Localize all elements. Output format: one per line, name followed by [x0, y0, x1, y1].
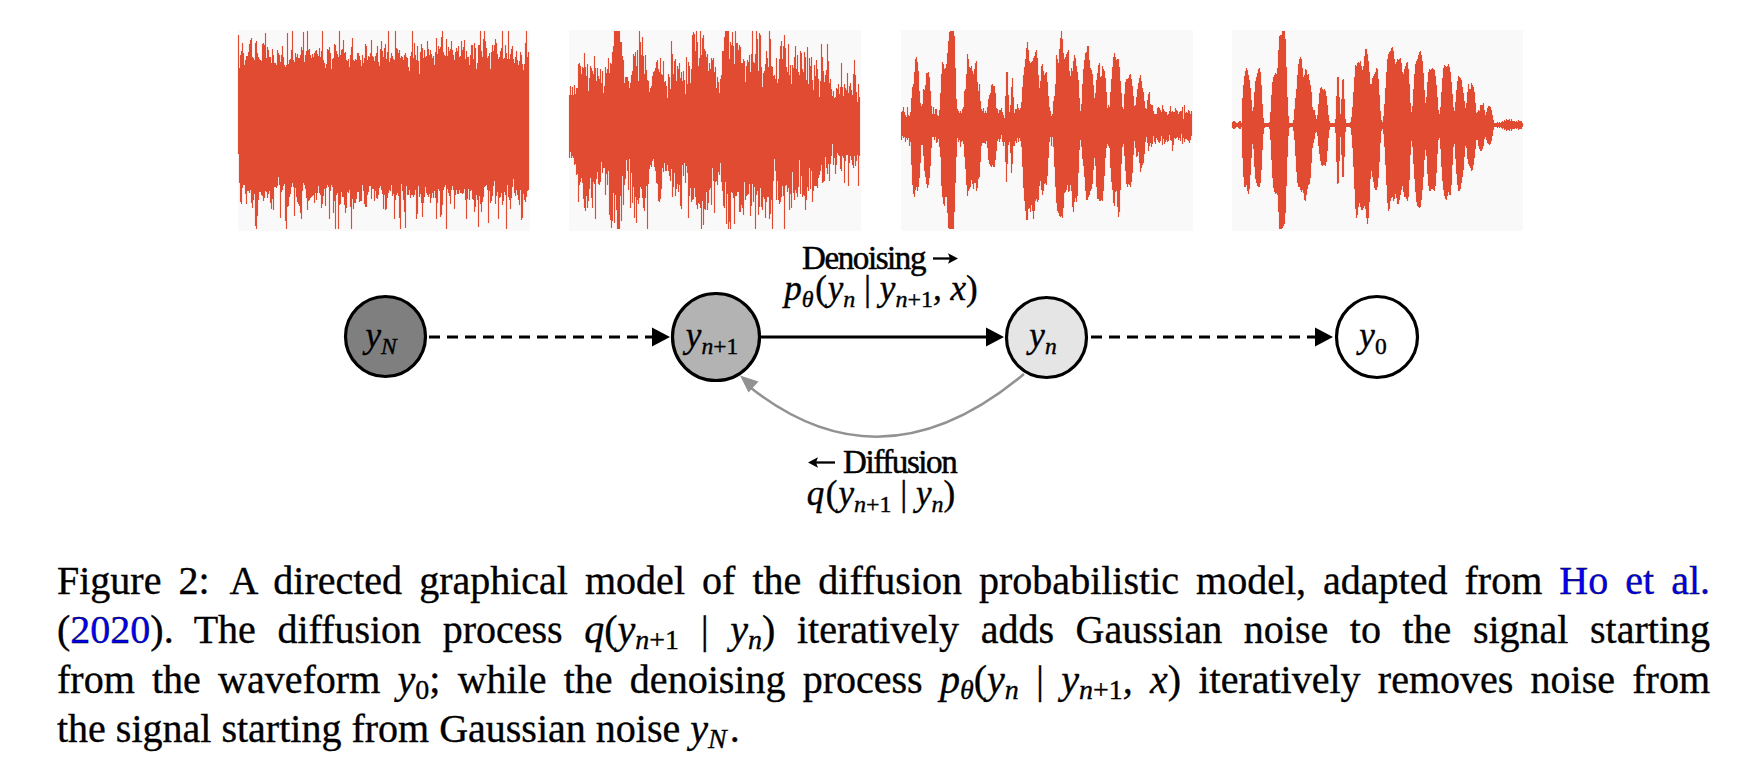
svg-text:q(yn+1 | yn): q(yn+1 | yn)	[807, 474, 955, 517]
